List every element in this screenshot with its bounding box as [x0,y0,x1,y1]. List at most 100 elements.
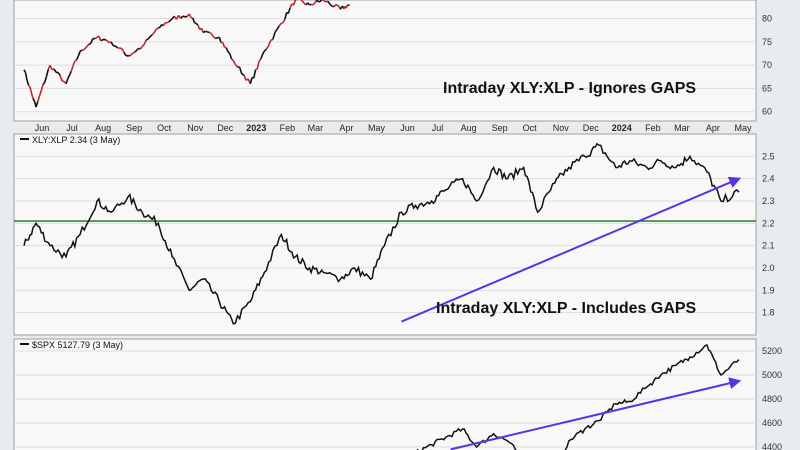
series-segment [345,5,348,9]
series-segment [249,77,253,84]
y-tick-label: 4600 [762,418,782,428]
series-segment [134,49,138,53]
x-tick-label: Apr [339,123,353,133]
series-segment [166,21,170,24]
y-tick-label: 1.8 [762,308,775,318]
panel-1-y-ticks: 60 65 70 75 80 [762,14,772,117]
series-segment [229,53,233,60]
series-segment [35,101,39,108]
series-segment [301,0,305,4]
panel-3-legend: $SPX 5127.79 (3 May) [32,340,123,350]
series-segment [109,41,112,44]
panel-2-annotation: Intraday XLY:XLP - Includes GAPS [436,300,697,317]
panel-3-trend-arrow [450,377,742,450]
series-segment [270,38,274,42]
series-segment [133,51,136,54]
series-segment [107,40,110,44]
panel-2 [13,133,757,336]
y-tick-label: 60 [762,107,772,117]
series-segment [312,2,316,6]
x-axis-tick-labels: Jun Jul Aug Sep Oct Nov Dec 2023 Feb Mar Apr May Jun… [35,123,752,133]
series-segment [217,36,220,39]
x-tick-label: Feb [645,123,661,133]
series-segment [234,64,239,68]
x-tick-label: Apr [706,123,720,133]
series-segment [59,75,63,82]
x-tick-label: Mar [674,123,690,133]
series-segment [300,0,303,2]
x-tick-label: Nov [553,123,570,133]
series-segment [94,36,98,40]
series-segment [335,3,339,7]
series-segment [232,60,237,66]
series-segment [159,24,163,28]
series-segment [72,61,76,66]
series-segment [195,22,199,26]
panel-3-y-ticks: 4400 4600 4800 5000 5200 [762,346,782,450]
x-tick-label: Sep [126,123,142,133]
series-segment [238,67,243,75]
series-segment [325,0,328,3]
y-tick-label: 4400 [762,442,782,450]
x-tick-label: Jul [432,123,444,133]
series-segment [37,95,41,102]
series-segment [49,64,53,70]
series-segment [225,47,229,53]
y-tick-label: 70 [762,60,772,70]
y-tick-label: 65 [762,83,772,93]
series-segment [284,12,288,20]
series-segment [143,39,147,45]
series-segment [129,53,133,57]
series-segment [162,22,166,27]
x-tick-label: Dec [217,123,234,133]
series-segment [333,4,337,8]
panel-1-annotation: Intraday XLY:XLP - Ignores GAPS [443,80,696,97]
x-tick-label: 2023 [246,123,266,133]
y-tick-label: 1.9 [762,285,775,295]
series-segment [30,92,34,99]
x-tick-label: 2024 [612,123,632,133]
y-tick-label: 4800 [762,394,782,404]
series-segment [282,18,286,23]
series-segment [303,2,307,6]
series-segment [145,38,149,41]
y-tick-label: 5000 [762,370,782,380]
series-segment [27,84,31,88]
series-segment [222,42,226,48]
series-segment [147,36,151,40]
series-segment [68,70,73,76]
series-segment [121,48,125,53]
y-tick-label: 2.0 [762,263,775,273]
y-tick-label: 2.2 [762,218,775,228]
series-segment [319,0,323,3]
x-tick-label: Jun [35,123,50,133]
panel-1 [13,0,757,122]
series-segment [274,28,278,33]
series-segment [263,48,268,52]
series-segment [79,49,83,52]
series-segment [23,69,27,73]
x-tick-label: Nov [187,123,204,133]
series-segment [103,38,107,41]
series-segment [102,38,105,41]
series-segment [110,41,114,47]
series-segment [168,19,171,23]
panel-2-legend: XLY:XLP 2.34 (3 May) [32,135,120,145]
x-tick-label: Aug [95,123,111,133]
x-tick-label: Oct [523,123,538,133]
series-segment [141,43,145,48]
series-segment [38,90,43,96]
series-segment [261,50,266,55]
series-segment [77,50,81,57]
series-segment [316,0,319,3]
series-segment [327,0,331,5]
series-segment [329,3,333,7]
panel-2-y-ticks: 1.8 1.9 2.0 2.1 2.2 2.3 2.4 2.5 [762,151,775,317]
panel-3-grid [14,350,756,448]
series-segment [24,72,28,81]
series-segment [131,52,134,55]
y-tick-label: 2.1 [762,241,775,251]
series-segment [70,65,74,72]
x-tick-label: Aug [461,123,477,133]
series-segment [155,27,159,30]
